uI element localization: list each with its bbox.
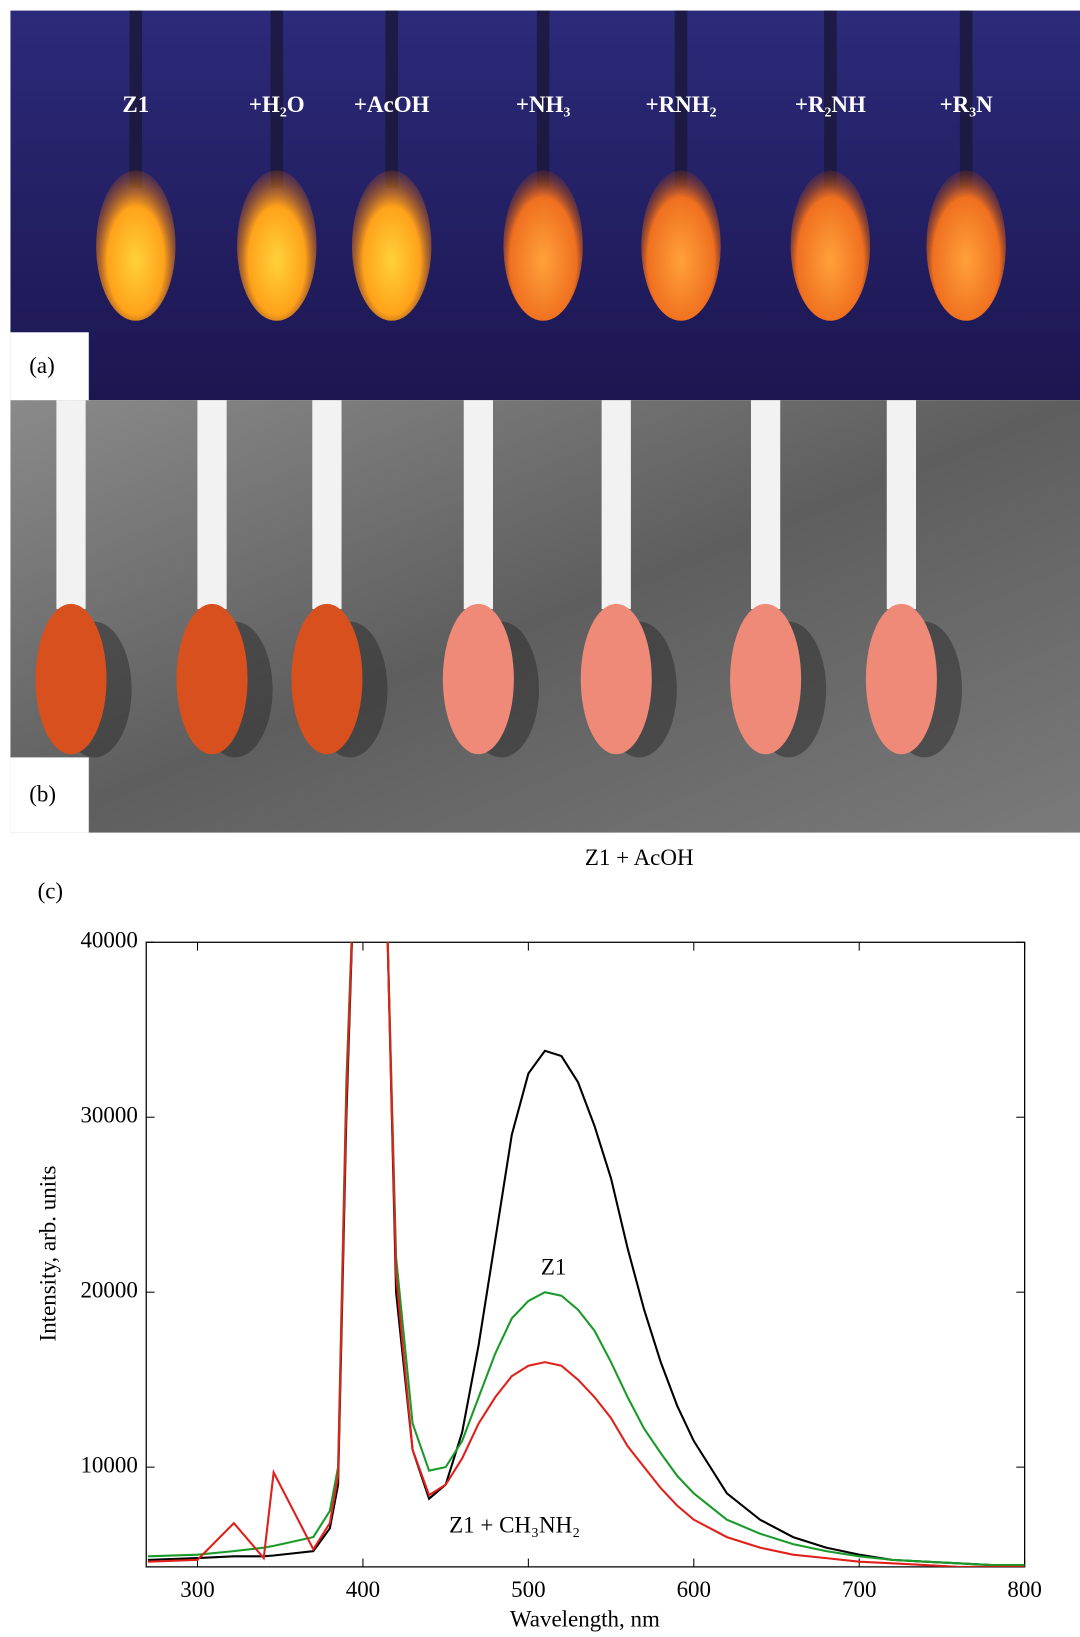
photo-label: +R₂NH [795,92,866,117]
swab-head [581,604,652,754]
series-label: Z1 + AcOH [585,845,694,870]
photo-label: +AcOH [354,92,430,117]
swab-head [866,604,937,754]
page: Z1 +H₂O +AcOH +NH₃ +RNH₂ +R₂NH +R₃N (a) (b) (c… [0,0,1080,1637]
swab-head [443,604,514,754]
y-tick-label: 40000 [80,928,137,953]
swab-head [177,604,248,754]
x-tick-label: 300 [180,1577,214,1602]
swab-head [730,604,801,754]
x-axis-label: Wavelength, nm [510,1606,660,1631]
series-label: Z1 + CH₃NH₂ [449,1512,580,1537]
glowing-swab [791,170,870,320]
swab-stick [312,400,341,609]
glowing-swab [352,170,431,320]
glowing-swab [503,170,582,320]
glowing-swab [926,170,1005,320]
figure: Z1 +H₂O +AcOH +NH₃ +RNH₂ +R₂NH +R₃N (a) (b) (c… [0,0,1080,1637]
x-tick-label: 400 [346,1577,380,1602]
photo-label: Z1 [122,92,149,117]
y-tick-label: 10000 [80,1452,137,1477]
x-tick-label: 600 [677,1577,711,1602]
y-tick-label: 20000 [80,1277,137,1302]
x-tick-label: 500 [511,1577,545,1602]
y-axis-label: Intensity, arb. units [35,1166,60,1342]
photo-label: +H₂O [249,92,305,117]
glowing-swab [237,170,316,320]
photo-label: +RNH₂ [645,92,716,117]
glowing-swab [96,170,175,320]
x-tick-label: 800 [1007,1577,1041,1602]
swab-stick [464,400,493,609]
photo-label: +R₃N [940,92,994,117]
swab-head [291,604,362,754]
spectrum-line [148,855,1025,1567]
swab-stick [887,400,916,609]
y-tick-label: 30000 [80,1102,137,1127]
panel-label: (a) [29,353,55,378]
spectrum-line [148,855,1025,1565]
panel-label: (c) [38,878,63,903]
panel-label: (b) [29,781,56,806]
swab-stick [197,400,226,609]
swab-head [36,604,107,754]
swab-stick [602,400,631,609]
swab-stick [751,400,780,609]
spectrum-line [148,855,1025,1565]
photo-label: +NH₃ [516,92,571,117]
series-label: Z1 [541,1254,567,1279]
x-tick-label: 700 [842,1577,876,1602]
swab-stick [56,400,85,609]
glowing-swab [641,170,720,320]
plot-frame [146,942,1024,1567]
